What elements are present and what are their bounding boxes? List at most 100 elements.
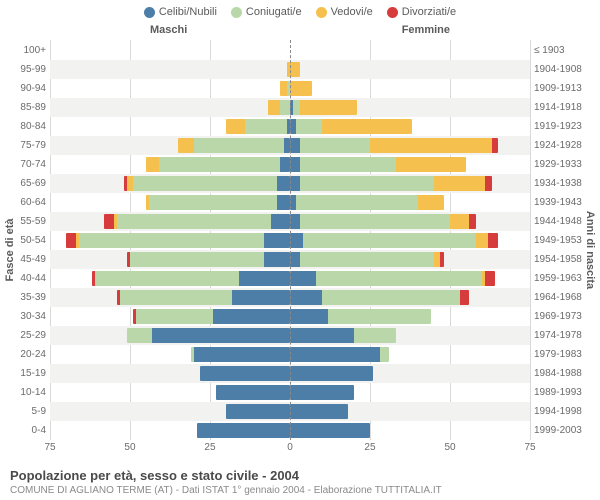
bar-segment bbox=[149, 195, 277, 210]
age-label: 80-84 bbox=[6, 121, 46, 132]
female-bar bbox=[290, 195, 444, 210]
male-bar bbox=[127, 328, 290, 343]
birth-label: 1959-1963 bbox=[534, 273, 590, 284]
female-half bbox=[290, 41, 530, 60]
female-half bbox=[290, 383, 530, 402]
bar-segment bbox=[396, 157, 466, 172]
birth-label: 1994-1998 bbox=[534, 406, 590, 417]
male-bar bbox=[268, 100, 290, 115]
bar-segment bbox=[226, 119, 245, 134]
age-label: 95-99 bbox=[6, 64, 46, 75]
bar-segment bbox=[328, 309, 430, 324]
bar-segment bbox=[434, 176, 485, 191]
bar-segment bbox=[280, 100, 290, 115]
bar-segment bbox=[440, 252, 443, 267]
female-half bbox=[290, 288, 530, 307]
female-bar bbox=[290, 100, 357, 115]
bar-segment bbox=[216, 385, 290, 400]
female-bar bbox=[290, 81, 312, 96]
male-half bbox=[50, 212, 290, 231]
male-bar bbox=[66, 233, 290, 248]
bar-segment bbox=[232, 290, 290, 305]
male-half bbox=[50, 307, 290, 326]
bar-segment bbox=[213, 309, 290, 324]
female-bar bbox=[290, 119, 412, 134]
age-label: 30-34 bbox=[6, 311, 46, 322]
bar-segment bbox=[290, 176, 300, 191]
female-half bbox=[290, 136, 530, 155]
age-label: 45-49 bbox=[6, 254, 46, 265]
bar-segment bbox=[95, 271, 239, 286]
age-label: 60-64 bbox=[6, 197, 46, 208]
bar-segment bbox=[277, 176, 290, 191]
male-bar bbox=[92, 271, 290, 286]
age-label: 25-29 bbox=[6, 330, 46, 341]
male-bar bbox=[117, 290, 290, 305]
female-bar bbox=[290, 328, 396, 343]
female-half bbox=[290, 212, 530, 231]
age-label: 90-94 bbox=[6, 83, 46, 94]
bar-segment bbox=[290, 157, 300, 172]
bar-segment bbox=[130, 252, 264, 267]
age-label: 55-59 bbox=[6, 216, 46, 227]
bar-segment bbox=[159, 157, 281, 172]
bar-segment bbox=[300, 176, 434, 191]
footer: Popolazione per età, sesso e stato civil… bbox=[10, 468, 590, 496]
legend-swatch bbox=[231, 7, 242, 18]
bar-segment bbox=[290, 271, 316, 286]
female-half bbox=[290, 193, 530, 212]
male-bar bbox=[124, 176, 290, 191]
male-bar bbox=[146, 195, 290, 210]
male-half bbox=[50, 402, 290, 421]
male-half bbox=[50, 79, 290, 98]
male-bar bbox=[280, 81, 290, 96]
bar-segment bbox=[290, 366, 373, 381]
bar-segment bbox=[127, 328, 153, 343]
bar-segment bbox=[290, 347, 380, 362]
birth-label: ≤ 1903 bbox=[534, 45, 590, 56]
footer-title: Popolazione per età, sesso e stato civil… bbox=[10, 468, 590, 483]
age-label: 35-39 bbox=[6, 292, 46, 303]
female-bar bbox=[290, 404, 348, 419]
female-half bbox=[290, 231, 530, 250]
bar-segment bbox=[450, 214, 469, 229]
bar-segment bbox=[290, 81, 312, 96]
male-bar bbox=[178, 138, 290, 153]
female-half bbox=[290, 402, 530, 421]
bar-segment bbox=[300, 252, 434, 267]
male-half bbox=[50, 174, 290, 193]
bar-segment bbox=[460, 290, 470, 305]
female-label: Femmine bbox=[402, 24, 450, 36]
bar-segment bbox=[268, 100, 281, 115]
male-half bbox=[50, 345, 290, 364]
female-bar bbox=[290, 290, 469, 305]
birth-label: 1914-1918 bbox=[534, 102, 590, 113]
bar-segment bbox=[178, 138, 194, 153]
bar-segment bbox=[194, 138, 284, 153]
bar-segment bbox=[418, 195, 444, 210]
male-half bbox=[50, 364, 290, 383]
bar-segment bbox=[290, 290, 322, 305]
bar-segment bbox=[469, 214, 475, 229]
bar-segment bbox=[290, 385, 354, 400]
male-half bbox=[50, 250, 290, 269]
male-half bbox=[50, 60, 290, 79]
bar-segment bbox=[296, 195, 418, 210]
bar-segment bbox=[476, 233, 489, 248]
bar-segment bbox=[66, 233, 76, 248]
center-line bbox=[290, 40, 291, 440]
birth-label: 1999-2003 bbox=[534, 425, 590, 436]
female-bar bbox=[290, 138, 498, 153]
age-label: 0-4 bbox=[6, 425, 46, 436]
bar-segment bbox=[79, 233, 265, 248]
legend-item: Celibi/Nubili bbox=[144, 6, 217, 18]
legend-label: Divorziati/e bbox=[402, 6, 456, 18]
x-tick: 0 bbox=[287, 442, 293, 453]
male-bar bbox=[133, 309, 290, 324]
birth-label: 1939-1943 bbox=[534, 197, 590, 208]
bar-segment bbox=[485, 271, 495, 286]
bar-segment bbox=[239, 271, 290, 286]
female-bar bbox=[290, 252, 444, 267]
male-bar bbox=[200, 366, 290, 381]
female-half bbox=[290, 269, 530, 288]
